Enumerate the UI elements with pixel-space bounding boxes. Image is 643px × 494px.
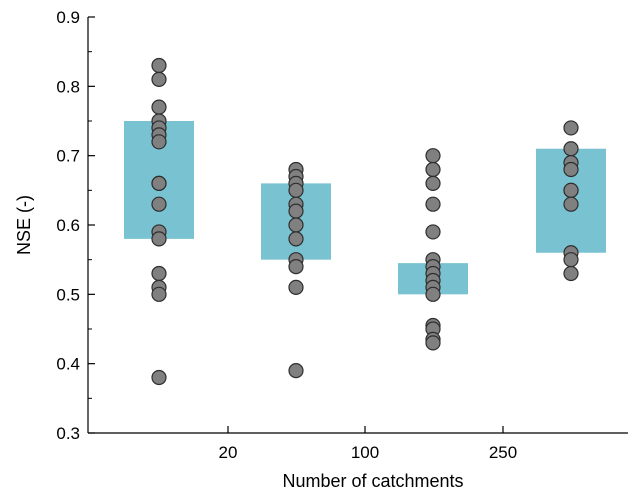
point-group-2-11 [288,279,304,295]
y-tick-label-0.7: 0.7 [56,147,80,166]
point-group-1-16 [151,369,167,386]
point-group-3-1 [425,148,441,164]
point-group-1-1 [151,57,167,74]
x-tick-label-250: 250 [489,443,517,462]
y-tick-label-0.6: 0.6 [56,216,80,235]
x-tick-label-100: 100 [351,443,379,462]
x-axis-title: Number of catchments [282,471,463,491]
point-group-3-3 [425,175,441,191]
point-group-1-2 [151,71,167,88]
y-tick-label-0.4: 0.4 [56,355,80,374]
point-group-1-7 [151,134,167,150]
point-group-4-2 [563,141,579,157]
x-tick-label-20: 20 [219,443,238,462]
point-group-2-10 [288,259,304,275]
point-group-1-3 [151,99,167,115]
point-group-1-13 [151,265,167,282]
y-tick-label-0.8: 0.8 [56,77,80,96]
point-group-3-5 [425,224,441,240]
point-group-2-4 [288,182,304,198]
point-group-1-12 [151,231,167,247]
points-layer [151,57,579,386]
point-group-4-9 [563,252,579,268]
point-group-2-7 [288,217,304,233]
y-tick-label-0.3: 0.3 [56,424,80,443]
y-axis-title: NSE (-) [14,195,34,255]
point-group-2-12 [288,363,304,379]
point-group-3-2 [425,161,441,178]
axes-layer: 0.3 0.4 0.5 0.6 0.7 0.8 0.9 20 100 250 [56,8,628,462]
point-group-2-8 [288,231,304,247]
point-group-4-4 [563,161,579,178]
point-group-1-9 [151,175,167,191]
point-group-3-4 [425,196,441,212]
point-group-2-6 [288,203,304,219]
point-group-1-10 [151,196,167,212]
point-group-4-10 [563,265,579,282]
y-tick-label-0.9: 0.9 [56,8,80,27]
boxes-layer [124,121,606,295]
y-tick-label-0.5: 0.5 [56,285,80,304]
point-group-3-15 [425,335,441,351]
point-group-4-7 [563,196,579,212]
point-group-4-1 [563,120,579,136]
point-group-4-6 [563,182,579,198]
point-group-3-11 [425,286,441,302]
point-group-1-15 [151,286,167,302]
